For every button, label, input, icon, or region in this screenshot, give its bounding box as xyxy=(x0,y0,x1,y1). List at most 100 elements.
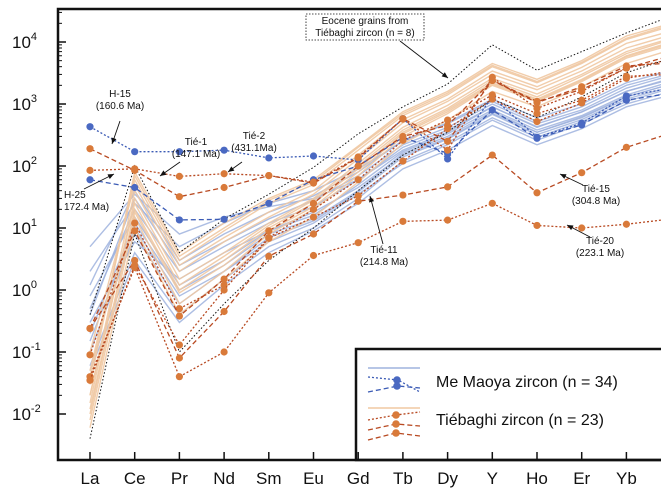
data-point xyxy=(86,145,94,153)
data-point xyxy=(309,251,318,260)
data-point xyxy=(444,146,452,154)
series-line-ti-11 xyxy=(89,62,661,329)
data-point xyxy=(265,154,273,162)
data-point xyxy=(399,157,407,165)
x-tick-label: Er xyxy=(573,469,590,488)
data-point xyxy=(354,154,362,162)
data-point xyxy=(399,191,407,199)
data-point xyxy=(220,286,228,294)
data-point xyxy=(622,62,631,70)
data-point xyxy=(131,219,139,227)
data-point xyxy=(131,227,139,235)
me-maoya-bg-series-line xyxy=(89,90,661,367)
data-point xyxy=(309,199,318,207)
tie15-annotation: Tié-15 (304.8 Ma) xyxy=(572,184,620,207)
data-point xyxy=(444,183,452,191)
data-point xyxy=(444,216,452,224)
eocene-arrow xyxy=(399,40,449,79)
data-point xyxy=(175,148,183,156)
x-tick-label: Pr xyxy=(171,469,188,488)
data-point xyxy=(220,215,228,223)
data-point xyxy=(354,162,362,170)
eocene-envelope-layer xyxy=(89,19,661,439)
tie11-arrow-head xyxy=(369,196,375,203)
legend-swatch-marker xyxy=(392,429,400,437)
x-tick-label: Y xyxy=(487,469,498,488)
data-point xyxy=(86,324,94,333)
data-point xyxy=(265,227,273,235)
data-point xyxy=(533,104,541,112)
data-point xyxy=(578,83,586,91)
data-point xyxy=(578,169,586,177)
tie20-arrow-head xyxy=(567,225,574,231)
data-point xyxy=(309,179,318,187)
tiebaghi-bg-series-line xyxy=(89,25,661,385)
data-point xyxy=(444,116,452,124)
legend-swatch-dashed xyxy=(367,385,421,393)
data-point xyxy=(220,275,228,283)
data-point xyxy=(265,199,273,207)
y-tick-label: 104 xyxy=(12,31,37,52)
data-point xyxy=(488,151,496,159)
legend-swatch-marker xyxy=(392,411,400,419)
tiebaghi-bg-series-line xyxy=(89,41,661,396)
data-point xyxy=(399,132,407,141)
me-maoya-bg-series-line xyxy=(89,80,661,248)
tie11-arrow xyxy=(369,195,384,245)
data-point xyxy=(399,115,407,123)
data-point xyxy=(86,376,94,384)
y-tick-label: 103 xyxy=(12,93,37,114)
data-point xyxy=(533,189,541,197)
data-point xyxy=(175,312,183,320)
data-point xyxy=(533,118,541,126)
tie20-annotation: Tié-20 (223.1 Ma) xyxy=(576,236,624,259)
series-line-h-15 xyxy=(89,89,661,161)
data-point xyxy=(175,373,183,381)
h25-annotation: H-25 172.4 Ma) xyxy=(64,190,109,213)
data-point xyxy=(175,305,183,313)
data-point xyxy=(86,166,94,174)
data-point xyxy=(131,183,139,192)
x-tick-label: Ce xyxy=(124,469,146,488)
y-tick-label: 101 xyxy=(12,217,37,238)
tiebaghi-bg-series-line xyxy=(89,40,661,404)
me-maoya-bg-series-line xyxy=(89,96,661,371)
data-point xyxy=(354,176,362,184)
data-point xyxy=(175,341,183,349)
data-point xyxy=(488,95,496,103)
data-point xyxy=(265,289,273,297)
data-point xyxy=(220,307,228,316)
x-tick-label: Gd xyxy=(347,469,370,488)
data-point xyxy=(488,106,496,114)
series-line-ti-1 xyxy=(89,60,661,183)
data-point xyxy=(354,239,362,247)
x-tick-label: La xyxy=(81,469,100,488)
x-tick-label: Eu xyxy=(303,469,324,488)
tie11-annotation: Tié-11 (214.8 Ma) xyxy=(360,245,408,268)
tiebaghi-bg-series-line xyxy=(89,28,661,371)
data-point xyxy=(220,348,228,356)
data-point xyxy=(578,121,586,129)
annotation-layer: Eocene grains from Tiébaghi zircon (n = 8… xyxy=(64,13,624,268)
tiebaghi-bg-series-line xyxy=(89,47,661,421)
tie2-arrow-head xyxy=(228,166,235,172)
legend: Me Maoya zircon (n = 34) Tiébaghi zircon … xyxy=(354,347,661,462)
data-point xyxy=(488,76,496,85)
highlight-series-layer xyxy=(86,57,661,384)
h15-annotation: H-15 (160.6 Ma) xyxy=(96,89,144,112)
tiebaghi-bg-series-line xyxy=(89,37,661,396)
data-point xyxy=(86,351,94,359)
legend-swatch-marker xyxy=(392,420,400,428)
data-point xyxy=(354,197,362,205)
data-point xyxy=(309,205,318,213)
tie1-annotation: Tié-1 (147.1 Ma) xyxy=(172,137,220,160)
x-tick-label: Tb xyxy=(393,469,413,488)
eocene-envelope-lower-line xyxy=(89,60,661,439)
data-point xyxy=(175,216,183,224)
data-point xyxy=(578,224,586,232)
eocene-label-box xyxy=(305,13,425,41)
data-point xyxy=(265,172,273,180)
data-point xyxy=(622,143,631,151)
data-point xyxy=(354,192,362,200)
